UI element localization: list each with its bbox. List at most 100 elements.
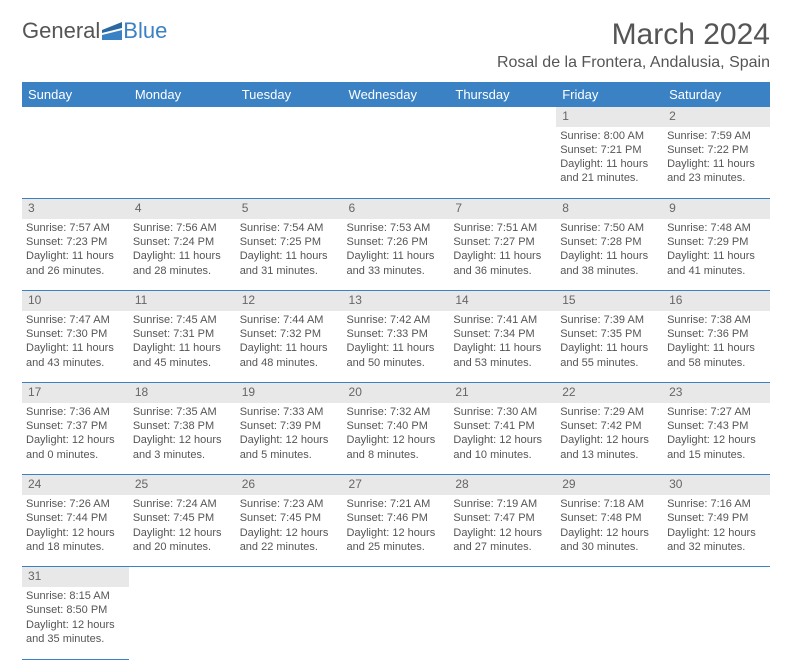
- day-number: 21: [449, 383, 556, 403]
- day-number: 4: [129, 199, 236, 219]
- calendar-table: Sunday Monday Tuesday Wednesday Thursday…: [22, 82, 770, 660]
- day-info-row: Sunrise: 7:26 AM Sunset: 7:44 PM Dayligh…: [22, 495, 770, 567]
- day-info: Sunrise: 7:57 AM Sunset: 7:23 PM Dayligh…: [22, 219, 129, 291]
- location: Rosal de la Frontera, Andalusia, Spain: [497, 54, 770, 72]
- day-info: Sunrise: 7:59 AM Sunset: 7:22 PM Dayligh…: [663, 127, 770, 199]
- weekday-header: Wednesday: [343, 82, 450, 107]
- day-info: Sunrise: 7:42 AM Sunset: 7:33 PM Dayligh…: [343, 311, 450, 383]
- day-info: [129, 127, 236, 199]
- day-number: [449, 567, 556, 587]
- day-info: [236, 127, 343, 199]
- day-number: [343, 107, 450, 127]
- day-number: 1: [556, 107, 663, 127]
- day-number: 22: [556, 383, 663, 403]
- day-number: 17: [22, 383, 129, 403]
- logo-text-a: General: [22, 18, 100, 44]
- day-number: 18: [129, 383, 236, 403]
- day-number: [129, 107, 236, 127]
- day-number: [22, 107, 129, 127]
- logo-mark-icon: [102, 22, 122, 40]
- day-number: 24: [22, 475, 129, 495]
- weekday-header-row: Sunday Monday Tuesday Wednesday Thursday…: [22, 82, 770, 107]
- day-info: Sunrise: 7:38 AM Sunset: 7:36 PM Dayligh…: [663, 311, 770, 383]
- day-number: [556, 567, 663, 587]
- day-number: 27: [343, 475, 450, 495]
- day-number-row: 24252627282930: [22, 475, 770, 495]
- weekday-header: Saturday: [663, 82, 770, 107]
- day-info: Sunrise: 7:47 AM Sunset: 7:30 PM Dayligh…: [22, 311, 129, 383]
- day-number: 12: [236, 291, 343, 311]
- day-number-row: 17181920212223: [22, 383, 770, 403]
- day-info: [343, 587, 450, 659]
- day-info: Sunrise: 7:30 AM Sunset: 7:41 PM Dayligh…: [449, 403, 556, 475]
- day-info: Sunrise: 7:39 AM Sunset: 7:35 PM Dayligh…: [556, 311, 663, 383]
- day-number-row: 12: [22, 107, 770, 127]
- day-number: 31: [22, 567, 129, 587]
- day-info: Sunrise: 7:48 AM Sunset: 7:29 PM Dayligh…: [663, 219, 770, 291]
- day-number: 5: [236, 199, 343, 219]
- day-info-row: Sunrise: 8:15 AM Sunset: 8:50 PM Dayligh…: [22, 587, 770, 659]
- day-info: Sunrise: 7:32 AM Sunset: 7:40 PM Dayligh…: [343, 403, 450, 475]
- day-number: [129, 567, 236, 587]
- header: General Blue March 2024 Rosal de la Fron…: [22, 18, 770, 72]
- day-info: Sunrise: 7:23 AM Sunset: 7:45 PM Dayligh…: [236, 495, 343, 567]
- day-info: Sunrise: 7:56 AM Sunset: 7:24 PM Dayligh…: [129, 219, 236, 291]
- day-number-row: 3456789: [22, 199, 770, 219]
- weekday-header: Sunday: [22, 82, 129, 107]
- day-number: 28: [449, 475, 556, 495]
- day-info: Sunrise: 7:41 AM Sunset: 7:34 PM Dayligh…: [449, 311, 556, 383]
- day-info: Sunrise: 7:16 AM Sunset: 7:49 PM Dayligh…: [663, 495, 770, 567]
- day-number: 14: [449, 291, 556, 311]
- logo: General Blue: [22, 18, 167, 44]
- day-info-row: Sunrise: 8:00 AM Sunset: 7:21 PM Dayligh…: [22, 127, 770, 199]
- month-title: March 2024: [497, 18, 770, 52]
- day-info: Sunrise: 7:33 AM Sunset: 7:39 PM Dayligh…: [236, 403, 343, 475]
- weekday-header: Thursday: [449, 82, 556, 107]
- day-number-row: 10111213141516: [22, 291, 770, 311]
- day-number: 30: [663, 475, 770, 495]
- day-info: Sunrise: 7:51 AM Sunset: 7:27 PM Dayligh…: [449, 219, 556, 291]
- day-number: 20: [343, 383, 450, 403]
- day-number: 2: [663, 107, 770, 127]
- day-info: Sunrise: 7:54 AM Sunset: 7:25 PM Dayligh…: [236, 219, 343, 291]
- day-info-row: Sunrise: 7:47 AM Sunset: 7:30 PM Dayligh…: [22, 311, 770, 383]
- logo-text-b: Blue: [123, 18, 167, 44]
- day-info: Sunrise: 7:36 AM Sunset: 7:37 PM Dayligh…: [22, 403, 129, 475]
- day-number: 9: [663, 199, 770, 219]
- day-info: Sunrise: 7:53 AM Sunset: 7:26 PM Dayligh…: [343, 219, 450, 291]
- day-info: Sunrise: 7:21 AM Sunset: 7:46 PM Dayligh…: [343, 495, 450, 567]
- day-info: Sunrise: 8:15 AM Sunset: 8:50 PM Dayligh…: [22, 587, 129, 659]
- day-info: [236, 587, 343, 659]
- day-number: 25: [129, 475, 236, 495]
- day-info: [449, 127, 556, 199]
- day-number: 23: [663, 383, 770, 403]
- day-info: Sunrise: 7:44 AM Sunset: 7:32 PM Dayligh…: [236, 311, 343, 383]
- day-info: [449, 587, 556, 659]
- day-number: 13: [343, 291, 450, 311]
- day-number: 19: [236, 383, 343, 403]
- day-number: 3: [22, 199, 129, 219]
- day-info: [663, 587, 770, 659]
- day-number: 8: [556, 199, 663, 219]
- day-number: [449, 107, 556, 127]
- day-number: 11: [129, 291, 236, 311]
- day-info: [556, 587, 663, 659]
- day-info: [343, 127, 450, 199]
- weekday-header: Tuesday: [236, 82, 343, 107]
- day-info: Sunrise: 7:50 AM Sunset: 7:28 PM Dayligh…: [556, 219, 663, 291]
- day-info: Sunrise: 7:18 AM Sunset: 7:48 PM Dayligh…: [556, 495, 663, 567]
- title-block: March 2024 Rosal de la Frontera, Andalus…: [497, 18, 770, 72]
- day-number-row: 31: [22, 567, 770, 587]
- weekday-header: Monday: [129, 82, 236, 107]
- day-number: 29: [556, 475, 663, 495]
- day-number: [236, 567, 343, 587]
- day-number: 6: [343, 199, 450, 219]
- day-number: 7: [449, 199, 556, 219]
- day-info: [22, 127, 129, 199]
- day-info: Sunrise: 7:27 AM Sunset: 7:43 PM Dayligh…: [663, 403, 770, 475]
- day-info: Sunrise: 7:26 AM Sunset: 7:44 PM Dayligh…: [22, 495, 129, 567]
- day-info: Sunrise: 8:00 AM Sunset: 7:21 PM Dayligh…: [556, 127, 663, 199]
- day-info: Sunrise: 7:45 AM Sunset: 7:31 PM Dayligh…: [129, 311, 236, 383]
- day-number: 26: [236, 475, 343, 495]
- day-info: Sunrise: 7:24 AM Sunset: 7:45 PM Dayligh…: [129, 495, 236, 567]
